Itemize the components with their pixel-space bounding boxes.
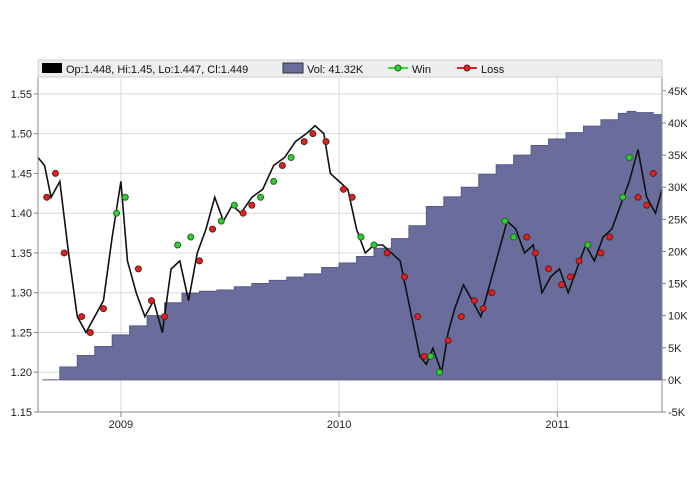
- loss-marker: [575, 257, 583, 265]
- win-marker: [625, 154, 633, 162]
- marker-layer: [43, 130, 657, 376]
- y-right-tick-label: 30K: [668, 182, 688, 194]
- y-right-tick-label: 10K: [668, 311, 688, 323]
- y-right-tick-label: 15K: [668, 279, 688, 291]
- loss-marker: [322, 138, 330, 146]
- y-left-tick-label: 1.35: [11, 248, 32, 260]
- win-marker: [435, 368, 443, 376]
- legend-loss-marker: [463, 64, 471, 72]
- loss-marker: [606, 233, 614, 241]
- legend: Op:1.448, Hi:1.45, Lo:1.447, Cl:1.449 Vo…: [37, 59, 663, 78]
- loss-marker: [195, 257, 203, 265]
- y-right-tick-label: 5K: [668, 343, 682, 355]
- loss-marker: [248, 201, 256, 209]
- price-layer: [37, 124, 663, 376]
- loss-marker: [531, 249, 539, 257]
- loss-marker: [523, 233, 531, 241]
- y-right-tick-label: 40K: [668, 118, 688, 130]
- loss-marker: [239, 209, 247, 217]
- win-marker: [217, 217, 225, 225]
- legend-ohlc-label: Op:1.448, Hi:1.45, Lo:1.447, Cl:1.449: [66, 64, 248, 76]
- legend-win-marker: [394, 64, 402, 72]
- y-left-tick-label: 1.40: [11, 208, 32, 220]
- loss-marker: [161, 313, 169, 321]
- loss-marker: [401, 273, 409, 281]
- loss-marker: [147, 297, 155, 305]
- win-marker: [357, 233, 365, 241]
- y-right-tick-label: -5K: [668, 407, 686, 419]
- win-marker: [174, 241, 182, 249]
- win-marker: [230, 201, 238, 209]
- loss-marker: [566, 273, 574, 281]
- loss-marker: [545, 265, 553, 273]
- loss-marker: [60, 249, 68, 257]
- win-marker: [121, 193, 129, 201]
- loss-marker: [479, 305, 487, 313]
- y-left-tick-label: 1.20: [11, 367, 32, 379]
- y-right-tick-label: 35K: [668, 150, 688, 162]
- loss-marker: [86, 328, 94, 336]
- loss-marker: [300, 138, 308, 146]
- loss-marker: [470, 297, 478, 305]
- win-marker: [287, 154, 295, 162]
- win-marker: [427, 352, 435, 360]
- y-right-tick-label: 20K: [668, 246, 688, 258]
- loss-marker: [420, 352, 428, 360]
- loss-marker: [649, 169, 657, 177]
- y-right-tick-label: 25K: [668, 214, 688, 226]
- legend-win-label: Win: [412, 64, 431, 76]
- win-marker: [501, 217, 509, 225]
- loss-marker: [278, 161, 286, 169]
- loss-marker: [414, 313, 422, 321]
- legend-volume-label: Vol: 41.32K: [307, 64, 364, 76]
- y-left-tick-label: 1.25: [11, 327, 32, 339]
- loss-marker: [43, 193, 51, 201]
- loss-marker: [643, 201, 651, 209]
- loss-marker: [51, 169, 59, 177]
- win-marker: [584, 241, 592, 249]
- loss-marker: [99, 305, 107, 313]
- loss-marker: [444, 336, 452, 344]
- loss-marker: [457, 313, 465, 321]
- win-marker: [187, 233, 195, 241]
- loss-marker: [383, 249, 391, 257]
- loss-marker: [209, 225, 217, 233]
- win-marker: [370, 241, 378, 249]
- price-line: [37, 124, 663, 376]
- win-marker: [257, 193, 265, 201]
- y-left-tick-label: 1.45: [11, 168, 32, 180]
- loss-marker: [309, 130, 317, 138]
- y-right-tick-label: 0K: [668, 375, 682, 387]
- axis-layer: 1.15 1.20 1.25 1.30 1.35 1.40 1.45 1.50 1.55 2009…: [11, 78, 688, 431]
- loss-marker: [134, 265, 142, 273]
- x-tick-label: 2011: [545, 419, 569, 431]
- win-marker: [510, 233, 518, 241]
- loss-marker: [597, 249, 605, 257]
- y-left-tick-label: 1.15: [11, 407, 32, 419]
- x-tick-label: 2009: [109, 419, 133, 431]
- legend-loss-label: Loss: [481, 64, 505, 76]
- loss-marker: [634, 193, 642, 201]
- win-marker: [270, 177, 278, 185]
- loss-marker: [488, 289, 496, 297]
- y-left-tick-label: 1.50: [11, 129, 32, 141]
- loss-marker: [348, 193, 356, 201]
- y-right-tick-label: 45K: [668, 86, 688, 98]
- y-left-tick-label: 1.55: [11, 89, 32, 101]
- legend-ohlc-swatch: [42, 63, 62, 73]
- loss-marker: [78, 313, 86, 321]
- loss-marker: [558, 281, 566, 289]
- x-tick-label: 2010: [327, 419, 351, 431]
- legend-background: [37, 59, 663, 78]
- y-left-tick-label: 1.30: [11, 288, 32, 300]
- win-marker: [619, 193, 627, 201]
- legend-volume-swatch: [282, 62, 304, 74]
- loss-marker: [339, 185, 347, 193]
- win-marker: [113, 209, 121, 217]
